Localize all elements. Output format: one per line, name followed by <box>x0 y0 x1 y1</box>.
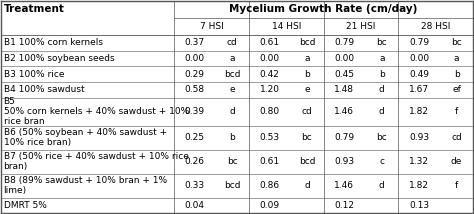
Text: e: e <box>304 85 310 94</box>
Text: f: f <box>455 107 458 116</box>
Text: a: a <box>379 54 384 63</box>
Text: bc: bc <box>451 38 462 47</box>
Text: 0.00: 0.00 <box>185 54 205 63</box>
Text: 0.53: 0.53 <box>259 133 280 142</box>
Text: 7 HSI: 7 HSI <box>200 22 223 31</box>
Text: 0.80: 0.80 <box>259 107 280 116</box>
Text: d: d <box>304 181 310 190</box>
Text: 0.86: 0.86 <box>259 181 280 190</box>
Text: de: de <box>451 157 462 166</box>
Text: a: a <box>229 54 235 63</box>
Text: 0.00: 0.00 <box>409 54 429 63</box>
Text: d: d <box>379 107 384 116</box>
Text: 1.82: 1.82 <box>409 107 429 116</box>
Text: B3 100% rice: B3 100% rice <box>3 70 64 79</box>
Text: 0.61: 0.61 <box>259 38 280 47</box>
Text: 0.04: 0.04 <box>185 201 205 210</box>
Text: 1.20: 1.20 <box>260 85 280 94</box>
Text: bcd: bcd <box>224 181 240 190</box>
Text: 0.61: 0.61 <box>259 157 280 166</box>
Text: 1.67: 1.67 <box>409 85 429 94</box>
Text: bcd: bcd <box>299 38 315 47</box>
Text: 0.42: 0.42 <box>260 70 280 79</box>
Text: cd: cd <box>301 107 312 116</box>
Text: cd: cd <box>227 38 237 47</box>
Text: Mycelium Growth Rate (cm/day): Mycelium Growth Rate (cm/day) <box>229 4 418 14</box>
Text: 0.00: 0.00 <box>334 54 355 63</box>
Text: 0.93: 0.93 <box>409 133 429 142</box>
Text: b: b <box>454 70 459 79</box>
Text: B2 100% soybean seeds: B2 100% soybean seeds <box>3 54 114 63</box>
Text: bc: bc <box>376 38 387 47</box>
Text: 0.09: 0.09 <box>259 201 280 210</box>
Text: c: c <box>379 157 384 166</box>
Text: 1.46: 1.46 <box>334 181 355 190</box>
Text: f: f <box>455 181 458 190</box>
Text: bcd: bcd <box>224 70 240 79</box>
Text: 1.32: 1.32 <box>409 157 429 166</box>
Text: 1.82: 1.82 <box>409 181 429 190</box>
Text: B6 (50% soybean + 40% sawdust +
10% rice bran): B6 (50% soybean + 40% sawdust + 10% rice… <box>3 128 167 147</box>
Text: 0.26: 0.26 <box>185 157 205 166</box>
Text: Treatment: Treatment <box>3 4 64 14</box>
Text: 0.49: 0.49 <box>409 70 429 79</box>
Text: 21 HSI: 21 HSI <box>346 22 376 31</box>
Text: a: a <box>454 54 459 63</box>
Text: a: a <box>304 54 310 63</box>
Text: B8 (89% sawdust + 10% bran + 1%
lime): B8 (89% sawdust + 10% bran + 1% lime) <box>3 176 167 195</box>
Text: 1.48: 1.48 <box>334 85 355 94</box>
Text: 0.37: 0.37 <box>185 38 205 47</box>
Text: 0.39: 0.39 <box>185 107 205 116</box>
Text: B5
50% corn kernels + 40% sawdust + 10%
rice bran: B5 50% corn kernels + 40% sawdust + 10% … <box>3 97 189 126</box>
Text: bc: bc <box>227 157 237 166</box>
Text: 0.33: 0.33 <box>185 181 205 190</box>
Text: bcd: bcd <box>299 157 315 166</box>
Text: d: d <box>229 107 235 116</box>
Text: 0.25: 0.25 <box>185 133 205 142</box>
Text: B1 100% corn kernels: B1 100% corn kernels <box>3 38 102 47</box>
Text: 1.46: 1.46 <box>334 107 355 116</box>
Text: 0.13: 0.13 <box>409 201 429 210</box>
Text: DMRT 5%: DMRT 5% <box>3 201 46 210</box>
Text: 0.12: 0.12 <box>334 201 355 210</box>
Text: bc: bc <box>376 133 387 142</box>
Text: B7 (50% rice + 40% sawdust + 10% rice
bran): B7 (50% rice + 40% sawdust + 10% rice br… <box>3 152 188 171</box>
Text: 28 HSI: 28 HSI <box>421 22 451 31</box>
Text: bc: bc <box>301 133 312 142</box>
Text: cd: cd <box>451 133 462 142</box>
Text: 0.00: 0.00 <box>259 54 280 63</box>
Text: 0.93: 0.93 <box>334 157 355 166</box>
Text: 0.79: 0.79 <box>409 38 429 47</box>
Text: b: b <box>304 70 310 79</box>
Text: ef: ef <box>452 85 461 94</box>
Text: e: e <box>229 85 235 94</box>
Text: 0.45: 0.45 <box>334 70 355 79</box>
Text: 0.79: 0.79 <box>334 133 355 142</box>
Text: 14 HSI: 14 HSI <box>272 22 301 31</box>
Text: 0.58: 0.58 <box>185 85 205 94</box>
Text: d: d <box>379 181 384 190</box>
Text: b: b <box>379 70 384 79</box>
Text: 0.79: 0.79 <box>334 38 355 47</box>
Text: 0.29: 0.29 <box>185 70 205 79</box>
Text: B4 100% sawdust: B4 100% sawdust <box>3 85 84 94</box>
Text: d: d <box>379 85 384 94</box>
Text: b: b <box>229 133 235 142</box>
